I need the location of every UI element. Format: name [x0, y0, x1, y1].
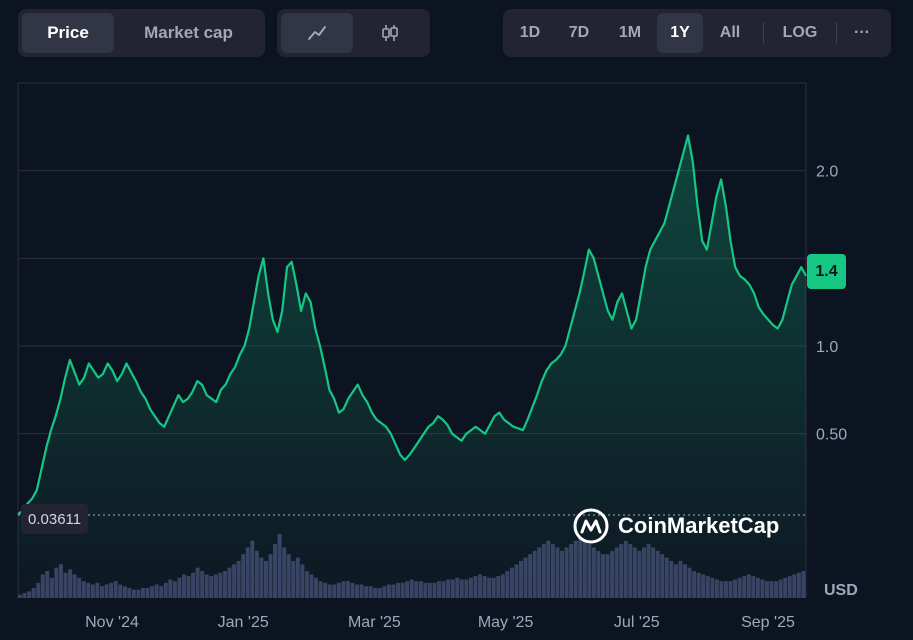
- range-1d-button[interactable]: 1D: [519, 24, 541, 41]
- x-tick-label: Sep '25: [741, 614, 795, 631]
- x-tick-label: Jan '25: [218, 614, 269, 631]
- price-area: [18, 135, 806, 598]
- price-line: [17, 134, 807, 516]
- y-tick-label: 2.0: [816, 164, 838, 181]
- line-chart-button[interactable]: [281, 13, 353, 53]
- range-7d-button[interactable]: 7D: [568, 24, 590, 41]
- coinmarketcap-logo-icon: [573, 508, 609, 544]
- range-all-button[interactable]: All: [719, 24, 741, 41]
- x-tick-label: Mar '25: [348, 614, 401, 631]
- toolbar-divider: [763, 22, 764, 44]
- metric-tab-group: Price Market cap: [18, 9, 265, 57]
- candlestick-button[interactable]: [355, 13, 427, 53]
- range-1m-button[interactable]: 1M: [618, 24, 642, 41]
- watermark-text: CoinMarketCap: [618, 513, 780, 538]
- x-tick-label: Nov '24: [85, 614, 139, 631]
- y-tick-label: 1.0: [816, 339, 838, 356]
- currency-label: USD: [824, 582, 858, 599]
- line-chart-icon: [307, 26, 326, 40]
- tab-market-cap[interactable]: Market cap: [144, 23, 233, 42]
- x-tick-label: May '25: [478, 614, 534, 631]
- coinmarketcap-watermark: CoinMarketCap: [572, 507, 779, 545]
- candlestick-icon: [382, 25, 399, 41]
- toolbar-divider: [836, 22, 837, 44]
- more-options-button[interactable]: ···: [854, 24, 870, 41]
- y-tick-label: 0.50: [816, 427, 847, 444]
- current-price-label: 1.4: [807, 254, 846, 289]
- log-scale-button[interactable]: LOG: [782, 24, 818, 41]
- range-1y-button[interactable]: 1Y: [657, 13, 703, 53]
- start-price-label: 0.03611: [21, 504, 89, 534]
- tab-price[interactable]: Price: [22, 13, 114, 53]
- range-group: 1D 7D 1M 1Y All LOG ···: [503, 9, 891, 57]
- x-tick-label: Jul '25: [614, 614, 660, 631]
- chart-type-group: [277, 9, 430, 57]
